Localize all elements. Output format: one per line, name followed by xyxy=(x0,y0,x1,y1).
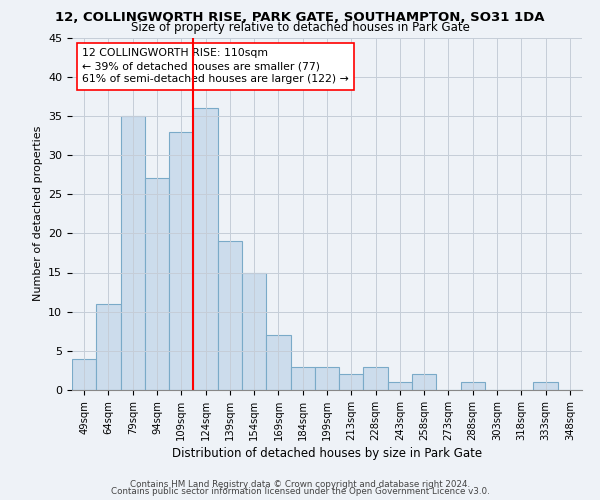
Bar xyxy=(121,116,145,390)
Text: 12 COLLINGWORTH RISE: 110sqm
← 39% of detached houses are smaller (77)
61% of se: 12 COLLINGWORTH RISE: 110sqm ← 39% of de… xyxy=(82,48,349,84)
Y-axis label: Number of detached properties: Number of detached properties xyxy=(32,126,43,302)
Text: Contains public sector information licensed under the Open Government Licence v3: Contains public sector information licen… xyxy=(110,487,490,496)
Bar xyxy=(388,382,412,390)
Text: Contains HM Land Registry data © Crown copyright and database right 2024.: Contains HM Land Registry data © Crown c… xyxy=(130,480,470,489)
X-axis label: Distribution of detached houses by size in Park Gate: Distribution of detached houses by size … xyxy=(172,447,482,460)
Bar xyxy=(145,178,169,390)
Bar xyxy=(96,304,121,390)
Bar xyxy=(242,272,266,390)
Bar xyxy=(461,382,485,390)
Bar xyxy=(72,358,96,390)
Bar xyxy=(218,241,242,390)
Bar xyxy=(364,366,388,390)
Bar xyxy=(315,366,339,390)
Bar xyxy=(339,374,364,390)
Bar xyxy=(266,335,290,390)
Text: 12, COLLINGWORTH RISE, PARK GATE, SOUTHAMPTON, SO31 1DA: 12, COLLINGWORTH RISE, PARK GATE, SOUTHA… xyxy=(55,11,545,24)
Bar xyxy=(412,374,436,390)
Bar xyxy=(193,108,218,390)
Bar xyxy=(169,132,193,390)
Bar xyxy=(533,382,558,390)
Bar xyxy=(290,366,315,390)
Text: Size of property relative to detached houses in Park Gate: Size of property relative to detached ho… xyxy=(131,21,469,34)
